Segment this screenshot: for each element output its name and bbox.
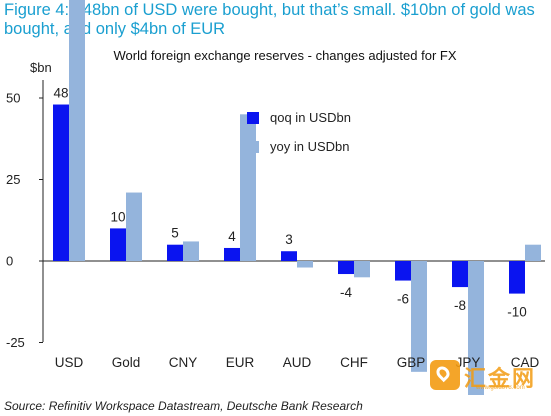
data-label: 4 — [228, 229, 236, 244]
y-tick-label: 25 — [6, 172, 20, 187]
source-note: Source: Refinitiv Workspace Datastream, … — [4, 399, 363, 413]
category-label: AUD — [283, 355, 312, 370]
legend-label-qoq: qoq in USDbn — [270, 110, 351, 125]
y-axis-label: $bn — [30, 60, 52, 75]
bar-yoy-cad — [525, 244, 541, 261]
legend-swatch-qoq — [247, 112, 259, 124]
bar-qoq-eur — [224, 247, 240, 261]
data-label: -8 — [454, 298, 466, 313]
bar-qoq-gold — [110, 228, 126, 261]
y-tick-label: 50 — [6, 91, 20, 106]
category-label: CNY — [169, 355, 198, 370]
data-label: -10 — [507, 305, 527, 320]
bar-yoy-cny — [183, 241, 199, 261]
category-label: GBP — [397, 355, 426, 370]
y-tick-label: 0 — [6, 254, 13, 269]
data-label: 48 — [53, 86, 68, 101]
bar-qoq-jpy — [452, 261, 468, 288]
data-label: -4 — [340, 285, 352, 300]
watermark-text: 汇金网 — [464, 366, 537, 391]
chart-title: World foreign exchange reserves - change… — [114, 48, 457, 63]
bar-yoy-gbp — [411, 261, 427, 372]
category-label: CAD — [511, 355, 540, 370]
category-label: EUR — [226, 355, 255, 370]
category-label: Gold — [112, 355, 141, 370]
data-label: -6 — [397, 292, 409, 307]
data-label: 10 — [110, 209, 125, 224]
watermark-logo-icon — [430, 360, 460, 390]
bar-qoq-aud — [281, 251, 297, 261]
watermark: 汇金网 www.gold678.com — [430, 360, 542, 394]
legend-swatch-yoy — [247, 141, 259, 153]
bar-yoy-usd — [69, 0, 85, 261]
bar-qoq-chf — [338, 261, 354, 275]
category-label: CHF — [340, 355, 368, 370]
legend-label-yoy: yoy in USDbn — [270, 139, 349, 154]
y-tick-label: -25 — [6, 335, 25, 350]
watermark-url: www.gold678.com — [476, 385, 525, 391]
figure-title: Figure 4: $48bn of USD were bought, but … — [4, 1, 535, 38]
bar-qoq-usd — [53, 104, 69, 262]
bar-qoq-gbp — [395, 261, 411, 281]
bar-qoq-cad — [509, 261, 525, 294]
bar-yoy-gold — [126, 192, 142, 261]
data-label: 3 — [285, 232, 293, 247]
category-label: JPY — [456, 355, 481, 370]
bar-chart: World foreign exchange reserves - change… — [6, 0, 545, 395]
bar-yoy-jpy — [468, 261, 484, 395]
bar-yoy-chf — [354, 261, 370, 278]
data-label: 5 — [171, 226, 179, 241]
bar-yoy-aud — [297, 261, 313, 268]
bar-yoy-eur — [240, 114, 256, 261]
category-label: USD — [55, 355, 84, 370]
bar-qoq-cny — [167, 244, 183, 261]
